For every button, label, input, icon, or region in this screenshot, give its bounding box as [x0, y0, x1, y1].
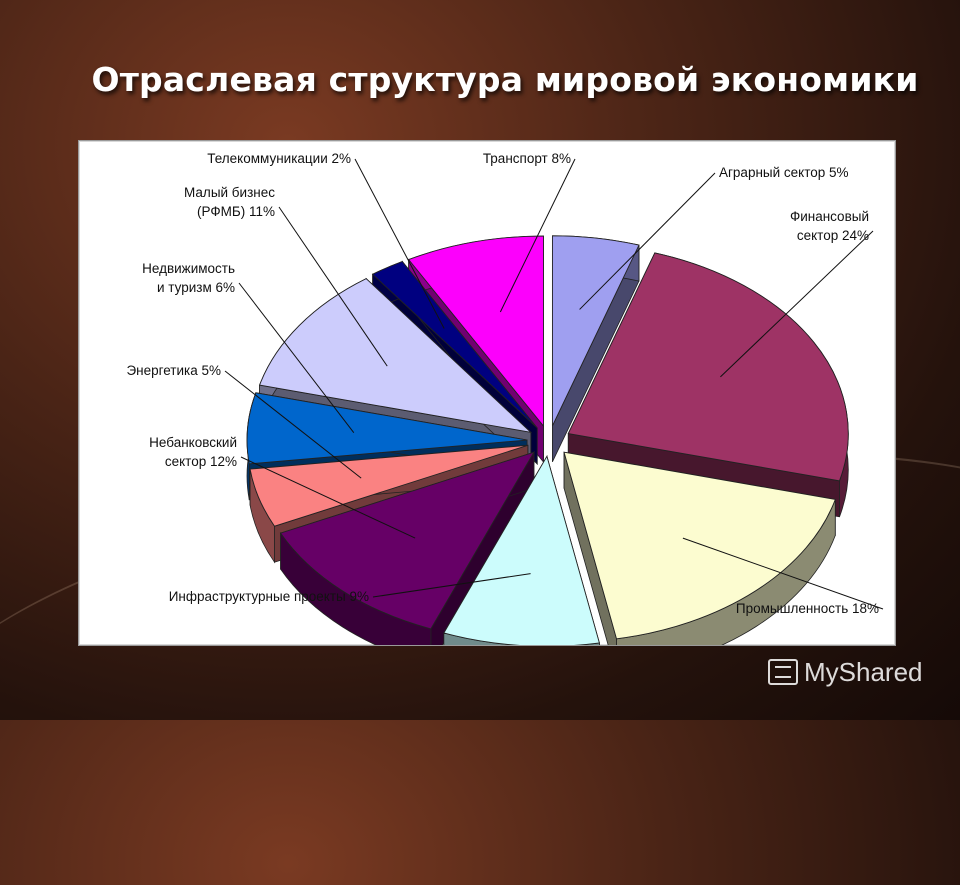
pie-slice-top: [443, 455, 600, 645]
watermark-text: MyShared: [804, 656, 923, 687]
slice-leader-line: [372, 573, 531, 598]
pie-slice-4: [443, 454, 600, 645]
pie-chart: Аграрный сектор 5% Финансовый сектор 24% Пр…: [126, 151, 884, 645]
slice-label-6: Энергетика 5%: [126, 363, 221, 378]
slice-leader-line: [354, 158, 445, 329]
pie-slice-top: [249, 444, 529, 527]
slice-leader-line: [579, 172, 716, 310]
pie-slice-top: [246, 392, 528, 465]
slice-label-4: Инфраструктурные проекты 9%: [169, 589, 369, 604]
chart-panel: Аграрный сектор 5% Финансовый сектор 24% Пр…: [78, 140, 896, 646]
slice-leader-line: [682, 537, 884, 610]
slice-leader-line: [238, 282, 355, 433]
slice-label-5: Небанковский сектор 12%: [149, 435, 237, 469]
pie-slice-top: [279, 451, 535, 630]
slice-leader-line: [240, 456, 416, 539]
pie-slice-top: [371, 260, 538, 429]
slice-label-9: Телекоммуникации 2%: [207, 151, 351, 166]
slice-label-2: Финансовый сектор 24%: [790, 209, 869, 243]
slice-leader-line: [224, 370, 362, 479]
slice-label-8: Малый бизнес (РФМБ) 11%: [184, 185, 275, 219]
slice-label-1: Аграрный сектор 5%: [719, 165, 849, 180]
slice-label-10: Транспорт 8%: [483, 151, 571, 166]
pie-slice-3: [563, 451, 836, 645]
slide-title: Отраслевая структура мировой экономики: [91, 60, 919, 99]
slice-leader-line: [278, 206, 388, 367]
pie-slice-top: [258, 278, 533, 434]
pie-slice-5: [279, 450, 535, 645]
slice-label-7: Недвижимость и туризм 6%: [142, 261, 235, 295]
slice-leader-line: [720, 230, 874, 378]
pie-slice-top: [563, 451, 836, 640]
pie-slice-1: [551, 235, 640, 462]
watermark: MyShared: [768, 652, 923, 692]
pie-slice-top: [567, 252, 849, 482]
pie-slice-rim: [443, 632, 600, 645]
myshared-logo-icon: [768, 659, 798, 685]
slice-label-3: Промышленность 18%: [736, 601, 879, 616]
slice-leader-line: [499, 158, 576, 313]
pie-slice-top: [551, 235, 640, 426]
